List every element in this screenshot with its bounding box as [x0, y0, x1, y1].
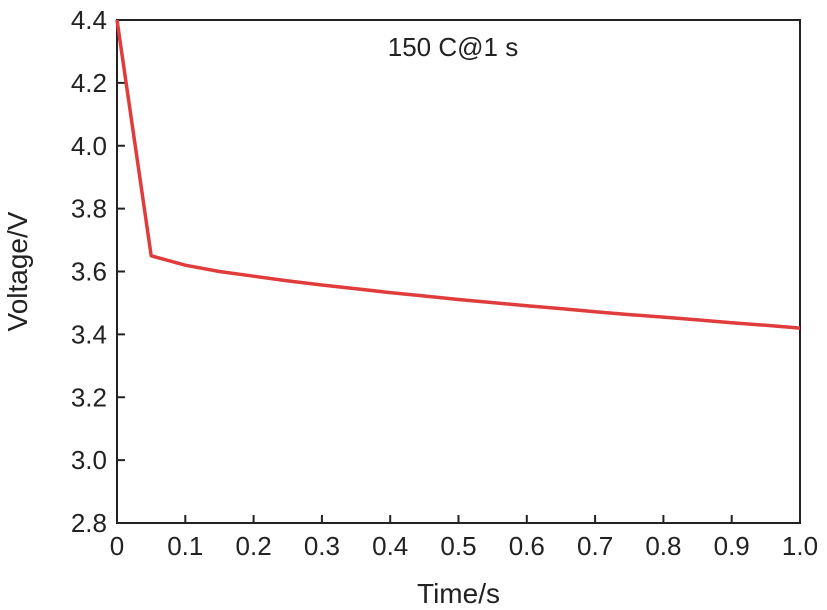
y-tick-label: 3.8	[71, 194, 107, 224]
x-axis-ticks: 0 0.1 0.2 0.3 0.4 0.5 0.6 0.7 0.8 0.9 1.0	[110, 515, 818, 561]
y-tick-label: 2.8	[71, 508, 107, 538]
y-tick-label: 4.2	[71, 68, 107, 98]
y-axis-ticks: 2.8 3.0 3.2 3.4 3.6 3.8 4.0 4.2 4.4	[71, 5, 125, 538]
y-tick-label: 3.2	[71, 382, 107, 412]
x-tick-label: 0.4	[372, 531, 408, 561]
y-tick-label: 3.0	[71, 445, 107, 475]
x-tick-label: 0.1	[167, 531, 203, 561]
x-tick-label: 0.9	[714, 531, 750, 561]
x-tick-label: 0.3	[304, 531, 340, 561]
x-tick-label: 0.2	[236, 531, 272, 561]
x-tick-label: 0.8	[645, 531, 681, 561]
x-axis-label: Time/s	[417, 578, 500, 609]
x-tick-label: 1.0	[782, 531, 818, 561]
voltage-series-line	[115, 19, 801, 330]
x-tick-label: 0.6	[509, 531, 545, 561]
y-tick-label: 4.4	[71, 5, 107, 35]
y-tick-label: 4.0	[71, 131, 107, 161]
x-tick-label: 0.7	[577, 531, 613, 561]
y-tick-label: 3.6	[71, 257, 107, 287]
y-tick-label: 3.4	[71, 319, 107, 349]
chart-annotation: 150 C@1 s	[388, 32, 518, 62]
x-tick-label: 0.5	[440, 531, 476, 561]
x-tick-label: 0	[110, 531, 124, 561]
series-layer	[115, 19, 801, 330]
y-axis-label: Voltage/V	[2, 211, 33, 331]
